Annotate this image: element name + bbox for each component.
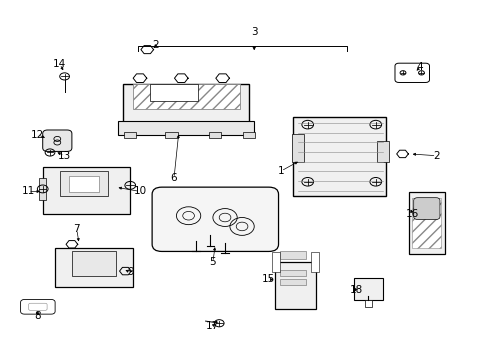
Bar [69,176,99,192]
Bar [243,132,255,138]
Text: 7: 7 [73,224,80,234]
Bar [60,171,108,196]
Text: 9: 9 [127,267,133,277]
Bar [376,141,388,162]
Bar [39,178,46,200]
Bar [279,279,306,285]
Bar [411,198,441,248]
Text: 3: 3 [250,27,257,37]
Text: 8: 8 [35,311,41,321]
FancyBboxPatch shape [394,63,428,82]
Bar [279,270,306,276]
FancyBboxPatch shape [29,303,47,310]
Bar [122,84,249,134]
Text: 16: 16 [405,209,418,219]
Bar [55,248,132,287]
Bar [272,252,279,272]
Text: 13: 13 [58,151,71,161]
Text: 2: 2 [432,151,439,161]
FancyBboxPatch shape [413,198,439,220]
FancyBboxPatch shape [20,300,55,314]
Bar [132,84,239,109]
Bar [72,251,116,276]
Bar [274,262,316,309]
Text: 4: 4 [415,63,422,72]
FancyBboxPatch shape [152,187,278,251]
Bar [408,192,444,254]
Bar [149,85,198,100]
Bar [118,121,254,135]
Text: 18: 18 [349,285,362,295]
Text: 6: 6 [170,173,177,183]
Bar [279,251,306,260]
Bar [209,132,221,138]
Bar [364,300,371,307]
Bar [165,132,177,138]
Bar [42,167,130,214]
FancyBboxPatch shape [42,130,72,152]
Text: 5: 5 [209,257,216,267]
Bar [292,117,385,196]
Bar [124,132,136,138]
Text: 2: 2 [152,40,159,50]
Bar [353,278,382,300]
Bar [311,252,318,272]
Text: 12: 12 [31,130,44,140]
Text: 14: 14 [53,59,66,69]
Text: 10: 10 [133,186,146,197]
Text: 17: 17 [206,321,219,331]
Text: 11: 11 [21,186,35,197]
Bar [291,134,304,162]
Text: 15: 15 [262,274,275,284]
Text: 1: 1 [277,166,284,176]
